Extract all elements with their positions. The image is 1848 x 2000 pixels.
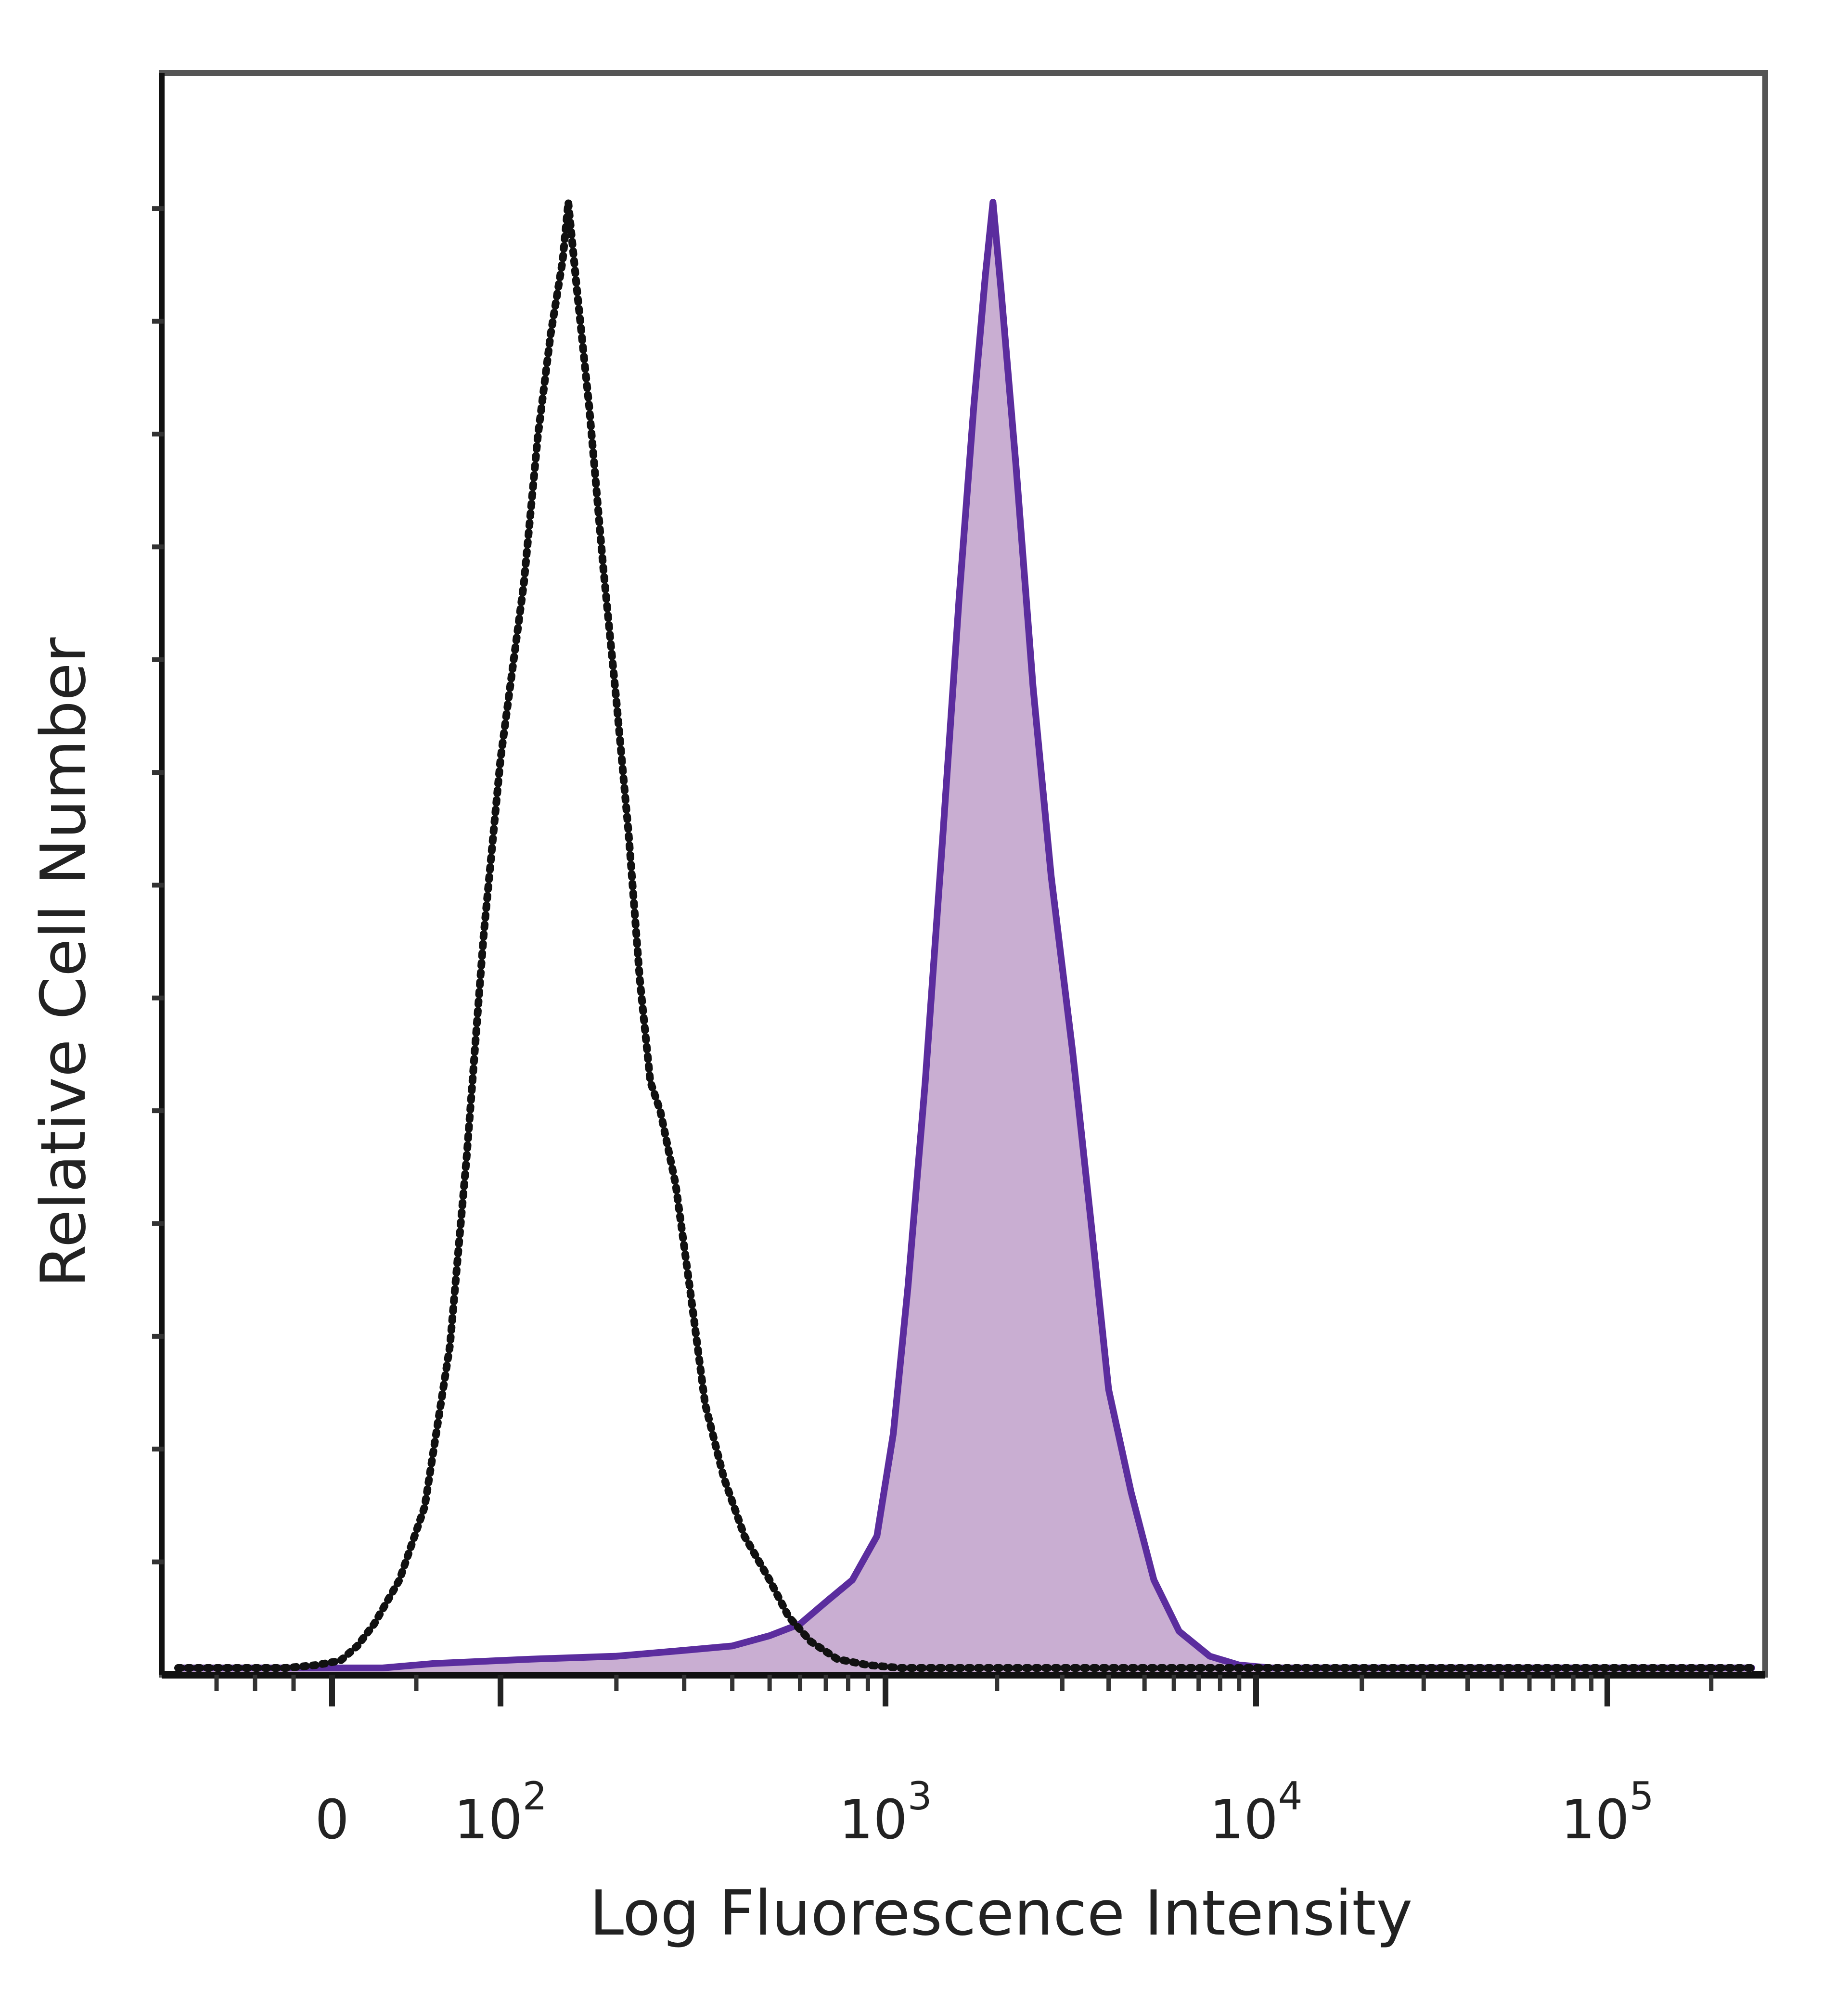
stained-histogram-fill bbox=[178, 202, 1752, 1672]
y-axis-title: Relative Cell Number bbox=[28, 637, 100, 1287]
x-tick-label: 102 bbox=[454, 1774, 547, 1851]
stained-histogram-line bbox=[175, 199, 1755, 1671]
x-tick-label: 0 bbox=[315, 1789, 349, 1851]
x-tick-label: 104 bbox=[1209, 1774, 1302, 1851]
x-tick-label: 105 bbox=[1561, 1774, 1654, 1851]
x-tick-label: 103 bbox=[839, 1774, 932, 1851]
control-histogram-line bbox=[174, 198, 1756, 1672]
series-layer bbox=[174, 198, 1756, 1672]
tick-label-layer: 0 102 103 104 105 bbox=[315, 1774, 1654, 1851]
x-axis-title: Log Fluorescence Intensity bbox=[590, 1878, 1412, 1949]
tick-layer bbox=[152, 206, 1714, 1706]
